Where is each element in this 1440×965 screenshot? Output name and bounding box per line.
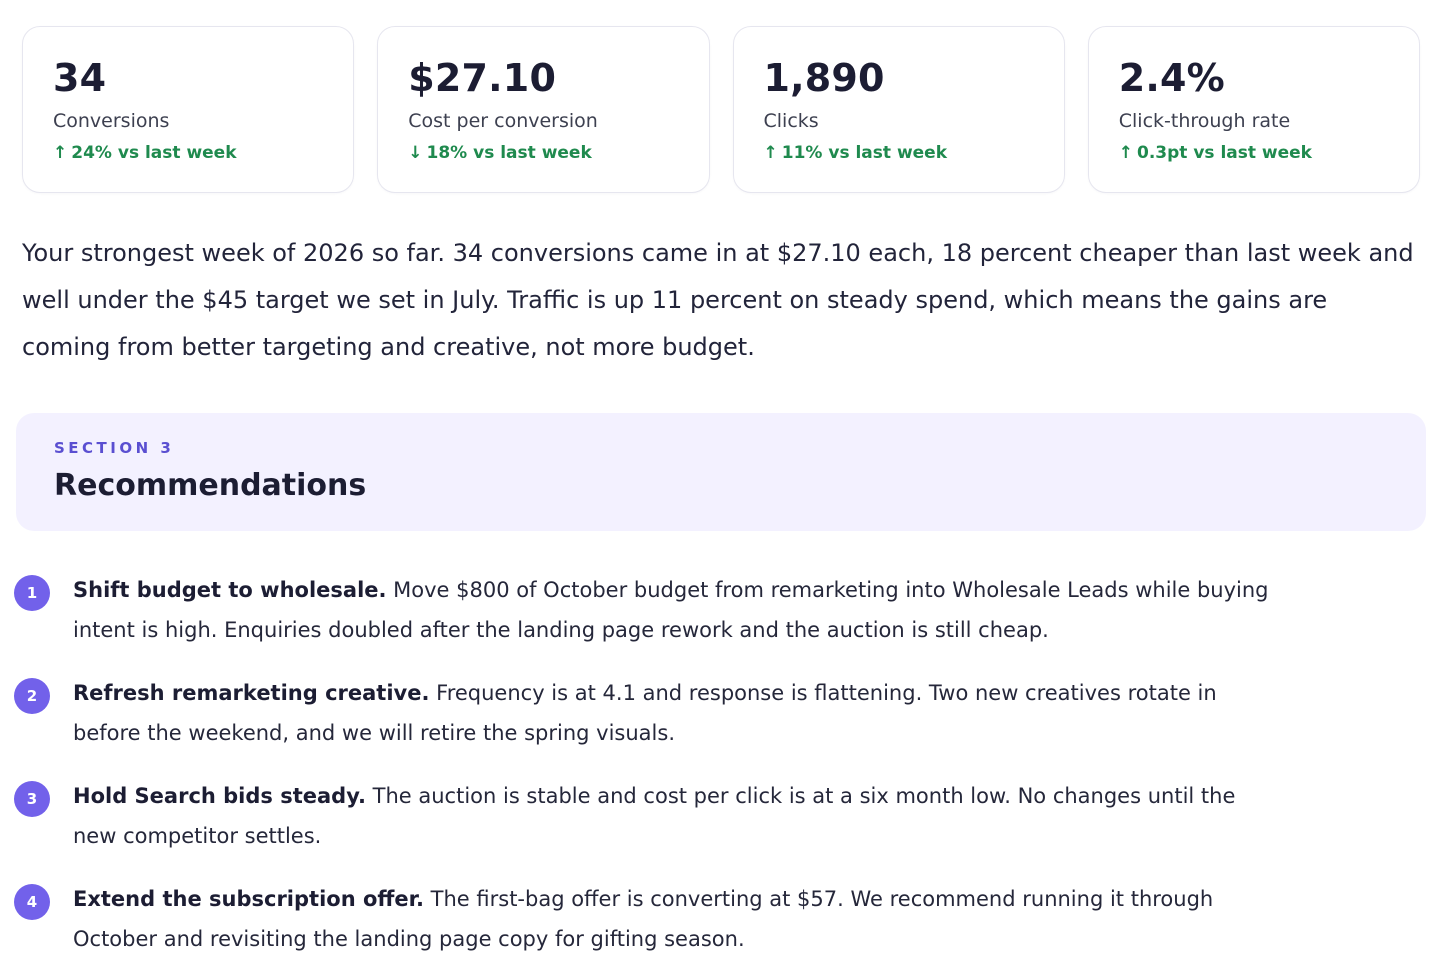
recommendation-title: Refresh remarketing creative. xyxy=(73,681,430,705)
kpi-delta: ↑ 24% vs last week xyxy=(53,142,323,164)
kpi-value: $27.10 xyxy=(408,56,557,100)
kpi-value: 1,890 xyxy=(763,56,885,100)
number-badge: 4 xyxy=(14,884,50,920)
section-eyebrow: SECTION 3 xyxy=(54,439,175,457)
kpi-card-conversions: 34 Conversions ↑ 24% vs last week xyxy=(22,26,355,193)
number-badge: 1 xyxy=(14,575,50,611)
kpi-delta: ↑ 0.3pt vs last week xyxy=(1119,142,1389,164)
recommendation-item: 3 Hold Search bids steady. The auction i… xyxy=(14,776,1274,856)
kpi-value: 2.4% xyxy=(1118,56,1225,100)
recommendation-body: Move $800 of October budget from remarke… xyxy=(73,578,1269,642)
recommendations-list: 1 Shift budget to wholesale. Move $800 o… xyxy=(14,570,1274,959)
kpi-card-clicks: 1,890 Clicks ↑ 11% vs last week xyxy=(732,26,1065,193)
number-badge: 2 xyxy=(14,678,50,714)
arrow-up-icon: ↑ xyxy=(53,143,68,163)
kpi-row: 34 Conversions ↑ 24% vs last week $27.10… xyxy=(22,26,1420,193)
kpi-label: Cost per conversion xyxy=(408,110,598,132)
recommendation-item: 2 Refresh remarketing creative. Frequenc… xyxy=(14,673,1274,753)
recommendation-body: The first-bag offer is converting at $57… xyxy=(73,887,1214,951)
kpi-label: Clicks xyxy=(763,110,819,132)
arrow-down-icon: ↓ xyxy=(408,143,423,163)
summary-paragraph: Your strongest week of 2026 so far. 34 c… xyxy=(22,239,1414,361)
recommendation-item: 1 Shift budget to wholesale. Move $800 o… xyxy=(14,570,1274,650)
recommendation-title: Extend the subscription offer. xyxy=(73,887,424,911)
kpi-delta-text: 0.3pt vs last week xyxy=(1137,143,1312,163)
kpi-label: Click-through rate xyxy=(1118,110,1291,132)
number-badge: 3 xyxy=(14,781,50,817)
recommendation-title: Shift budget to wholesale. xyxy=(73,578,387,602)
section-title: Recommendations xyxy=(54,468,367,503)
kpi-delta-text: 11% vs last week xyxy=(781,143,948,163)
arrow-up-icon: ↑ xyxy=(763,143,778,163)
kpi-card-click-through-rate: 2.4% Click-through rate ↑ 0.3pt vs last … xyxy=(1087,26,1420,193)
recommendation-body: The auction is stable and cost per click… xyxy=(73,784,1236,848)
recommendation-item: 4 Extend the subscription offer. The fir… xyxy=(14,879,1274,959)
kpi-card-cost-per-conversion: $27.10 Cost per conversion ↓ 18% vs last… xyxy=(377,26,710,193)
arrow-up-icon: ↑ xyxy=(1118,143,1133,163)
kpi-delta-text: 18% vs last week xyxy=(426,143,592,163)
section-header: SECTION 3 Recommendations xyxy=(16,413,1426,531)
kpi-delta: ↓ 18% vs last week xyxy=(408,142,678,164)
recommendation-title: Hold Search bids steady. xyxy=(73,784,366,808)
kpi-delta: ↑ 11% vs last week xyxy=(764,142,1034,164)
recommendation-body: Frequency is at 4.1 and response is flat… xyxy=(73,681,1217,745)
kpi-delta-text: 24% vs last week xyxy=(71,143,237,163)
kpi-label: Conversions xyxy=(53,110,170,132)
kpi-value: 34 xyxy=(53,56,107,100)
